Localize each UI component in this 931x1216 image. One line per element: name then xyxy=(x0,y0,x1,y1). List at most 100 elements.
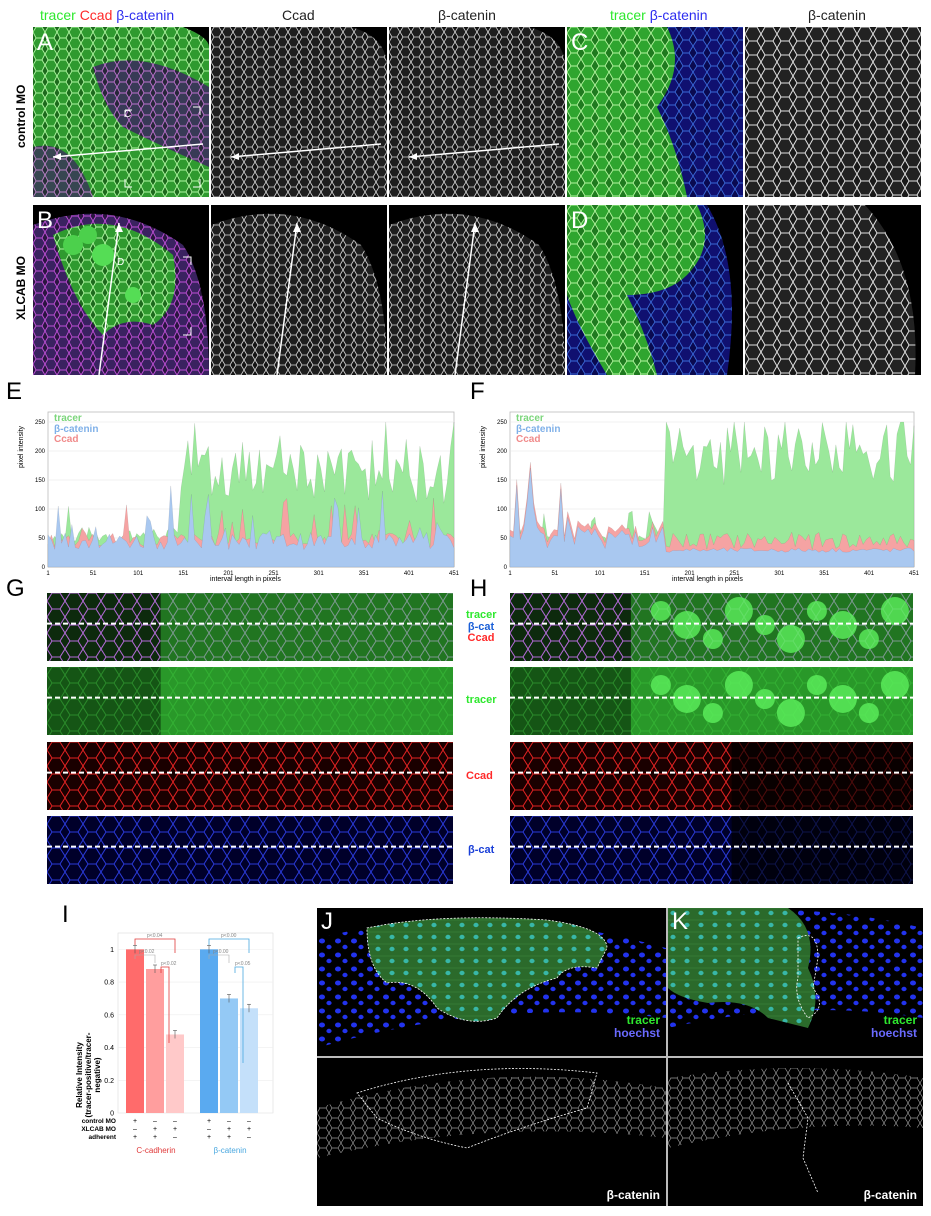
strip-label-tracer: tracer xyxy=(466,694,497,706)
y-tick-label: 50 xyxy=(500,536,507,542)
legend-bcat: β-catenin xyxy=(54,423,99,435)
y-tick-label: 150 xyxy=(497,478,508,484)
panel-k-image: K tracer hoechst β-catenin xyxy=(668,908,923,1206)
strip-h-bcat-image xyxy=(510,816,913,884)
condition-mark: + xyxy=(173,1126,177,1133)
row-label-control: control MO xyxy=(14,84,28,148)
y-tick-label: 250 xyxy=(497,420,508,426)
y-tick-label: 50 xyxy=(38,536,45,542)
y-tick-label: 200 xyxy=(497,449,508,455)
panel-j-tracer: tracer xyxy=(626,1013,660,1027)
row-label-xlcab: XLCAB MO xyxy=(14,256,28,320)
header-bcat: β-catenin xyxy=(116,7,175,23)
header-ccad: Ccad xyxy=(79,7,113,23)
header-c-merge: tracer β-catenin xyxy=(610,8,708,22)
chart-i-y-tick: 1 xyxy=(110,947,114,954)
x-tick-label: 251 xyxy=(269,571,280,577)
plot-e: 0 50 100 150 200 250 1 51 101 151 201 251 301 351 401 4… xyxy=(18,408,460,588)
strip-label-ccad: Ccad xyxy=(466,770,493,782)
panel-j-image: J tracer hoechst β-catenin xyxy=(317,908,666,1206)
legend-bcat: β-catenin xyxy=(516,423,561,435)
strip-label-ccad-1: Ccad xyxy=(467,632,495,645)
panel-label-c: C xyxy=(571,29,589,56)
y-tick-label: 100 xyxy=(497,507,508,513)
y-tick-label: 200 xyxy=(35,449,46,455)
x-tick-label: 251 xyxy=(729,571,740,577)
bar-chart-i: 0 0.2 0.4 0.6 0.8 1 p<0.04 p<0.02 p<0.02 + – – – + + + +… xyxy=(70,905,290,1175)
y-tick-label: 100 xyxy=(35,507,46,513)
panel-label-a: A xyxy=(37,29,54,56)
panel-c-bcat-image xyxy=(745,27,921,197)
jk-divider xyxy=(666,908,668,1206)
y-tick-label: 150 xyxy=(35,478,46,484)
panel-c-merge-image: C xyxy=(567,27,743,197)
condition-mark: – xyxy=(173,1118,177,1125)
header-c-bcat: β-catenin xyxy=(649,7,708,23)
x-tick-label: 201 xyxy=(223,571,234,577)
x-tick-label: 1 xyxy=(508,571,512,577)
condition-mark: + xyxy=(227,1134,231,1141)
condition-mark: + xyxy=(133,1134,137,1141)
legend-ccad: Ccad xyxy=(54,434,79,445)
panel-label-h: H xyxy=(470,575,488,602)
panel-j-bcat: β-catenin xyxy=(606,1187,660,1202)
condition-mark: – xyxy=(133,1126,137,1133)
x-tick-label: 401 xyxy=(404,571,415,577)
header-bcat-gray: β-catenin xyxy=(438,7,496,23)
strip-h-tracer-image xyxy=(510,667,913,735)
header-merge: tracer Ccad β-catenin xyxy=(40,8,174,22)
header-ccad-gray: Ccad xyxy=(282,7,315,23)
plot-f-xlabel: interval length in pixels xyxy=(672,576,743,583)
bar-ccad-2 xyxy=(166,1034,184,1113)
condition-mark: – xyxy=(247,1118,251,1125)
bar-ccad-1 xyxy=(146,969,164,1113)
strip-label-merge: tracer β-cat Ccad xyxy=(466,609,497,645)
x-tick-label: 451 xyxy=(909,571,920,577)
condition-mark: + xyxy=(153,1134,157,1141)
plot-e-ylabel: pixel intensity xyxy=(18,425,25,468)
bcat-series-area xyxy=(509,467,915,568)
plot-f: 0 50 100 150 200 250 1 51 101 151 201 251 301 351 401 4… xyxy=(480,408,922,588)
plot-f-ylabel: pixel intensity xyxy=(480,425,487,468)
panel-label-i: I xyxy=(62,901,69,928)
condition-row-header: control MO xyxy=(82,1118,116,1125)
inset-marker-c: C xyxy=(124,109,132,120)
panel-d-bcat-image xyxy=(745,205,921,375)
chart-i-y-tick: 0.2 xyxy=(104,1078,114,1085)
p-value: p<0.04 xyxy=(147,933,163,939)
sig-bracket xyxy=(208,938,250,953)
panel-b-ccad-image xyxy=(211,205,387,375)
header-c-bcat-gray: β-catenin xyxy=(808,7,866,23)
panel-d-merge-image: D xyxy=(567,205,743,375)
p-value: p<0.02 xyxy=(139,949,155,955)
x-tick-label: 151 xyxy=(640,571,651,577)
bcat-series-area xyxy=(47,485,455,568)
condition-mark: + xyxy=(207,1118,211,1125)
sig-bracket xyxy=(234,966,244,1063)
panel-label-b: B xyxy=(37,207,54,234)
y-tick-label: 0 xyxy=(42,565,46,571)
strip-label-bcat-1: β-cat xyxy=(467,620,495,633)
sig-bracket xyxy=(134,938,176,953)
strip-g-ccad-image xyxy=(47,742,453,810)
panel-a-bcat-image xyxy=(389,27,565,197)
x-tick-label: 151 xyxy=(178,571,189,577)
p-value: p<0.00 xyxy=(213,949,229,955)
condition-mark: – xyxy=(227,1118,231,1125)
panel-k-legend: tracer hoechst xyxy=(871,1013,917,1040)
strip-h-merge-image xyxy=(510,593,913,661)
header-c-tracer: tracer xyxy=(610,7,646,23)
chart-i-y-tick: 0.6 xyxy=(104,1012,114,1019)
x-tick-label: 101 xyxy=(133,571,144,577)
y-tick-label: 0 xyxy=(504,565,508,571)
strip-label-tracer-1: tracer xyxy=(466,609,497,621)
condition-mark: + xyxy=(153,1126,157,1133)
condition-mark: + xyxy=(247,1126,251,1133)
p-value: p<0.05 xyxy=(235,961,251,967)
x-tick-label: 401 xyxy=(864,571,875,577)
panel-label-k: K xyxy=(672,908,689,935)
chart-i-y-tick: 0.8 xyxy=(104,980,114,987)
x-tick-label: 451 xyxy=(449,571,460,577)
x-tick-label: 351 xyxy=(359,571,370,577)
condition-mark: + xyxy=(207,1134,211,1141)
